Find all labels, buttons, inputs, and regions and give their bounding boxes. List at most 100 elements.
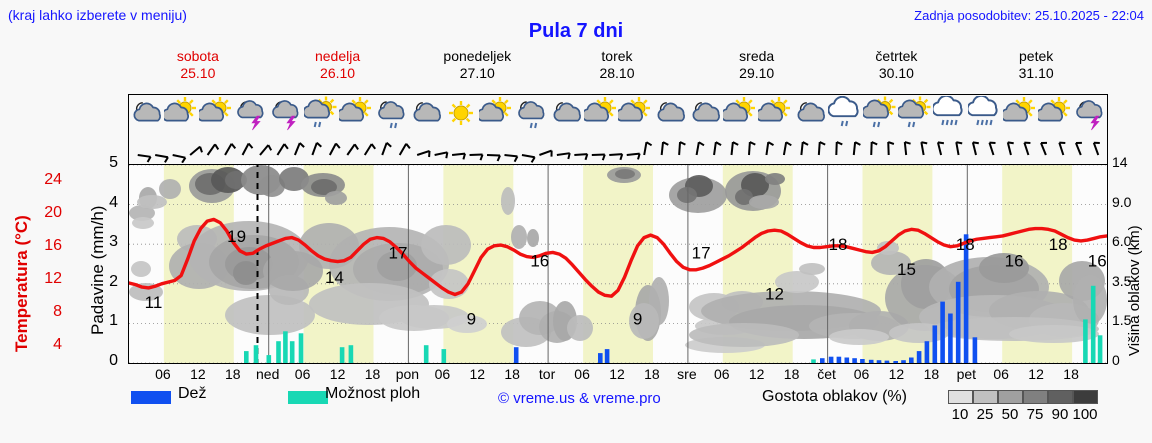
day-date: 26.10 — [320, 65, 356, 81]
weather-icon-sun — [444, 96, 478, 132]
x-tick-16: 06 — [714, 366, 730, 382]
weather-icon-sun-cloud-rain — [897, 96, 932, 132]
day-name: ponedeljek — [443, 48, 512, 64]
weather-icon-cloud-rain — [828, 96, 862, 132]
day-name: torek — [601, 48, 633, 64]
cloud-tick-2: 6.0 — [1112, 233, 1132, 250]
x-tick-17: 12 — [748, 366, 765, 382]
precip-tick-5: 5 — [109, 154, 118, 171]
cloud-density-tick-90: 90 — [1051, 406, 1069, 423]
wind-barb-row — [137, 141, 1100, 163]
weather-icon-night-cloud-storm — [1073, 96, 1107, 132]
cloud-density-swatch-10 — [948, 390, 973, 404]
temp-annotation: 9 — [633, 309, 642, 328]
weather-icon-sun-cloud-rain — [304, 96, 338, 132]
x-tick-15: sre — [677, 366, 697, 382]
x-tick-9: 12 — [469, 366, 486, 382]
meteogram-plot[interactable]: 11 19 14 17 9 16 9 17 12 18 15 18 16 18 16 — [128, 164, 1108, 364]
temp-tick-12: 12 — [44, 269, 62, 287]
location-hint: (kraj lahko izberete v meniju) — [8, 7, 187, 23]
day-header-3: torek 28.10 — [547, 48, 687, 82]
day-name: petek — [1019, 48, 1054, 64]
day-date: 30.10 — [878, 65, 914, 81]
x-tick-6: 18 — [364, 366, 381, 382]
temperature-axis-title-text: Temperatura (°C) — [12, 215, 31, 352]
x-tick-8: 06 — [434, 366, 451, 382]
cloud-density-swatch-90 — [1048, 390, 1073, 404]
x-tick-12: 06 — [574, 366, 590, 382]
day-header-row: sobota 25.10 nedelja 26.10 ponedeljek 27.10 to… — [128, 48, 1108, 94]
legend-rain-swatch — [131, 391, 171, 404]
precip-tick-4: 4 — [109, 193, 118, 211]
x-tick-19: čet — [817, 366, 836, 382]
cloud-density-swatch-75 — [1023, 390, 1048, 404]
x-tick-21: 12 — [888, 366, 905, 382]
weather-icon-night-cloud — [653, 96, 687, 132]
temp-annotation: 17 — [692, 243, 711, 262]
temperature-axis-title: Temperatura (°C) — [8, 176, 34, 356]
legend-showers-label: Možnost ploh — [325, 385, 421, 402]
meteogram-svg: 11 19 14 17 9 16 9 17 12 18 15 18 16 18 16 — [129, 165, 1107, 363]
weather-icon-night-cloud-storm — [269, 96, 303, 132]
x-tick-1: 12 — [190, 366, 206, 382]
temp-annotation: 16 — [1005, 252, 1024, 271]
temp-annotation: 17 — [389, 243, 408, 262]
x-tick-22: 18 — [923, 366, 940, 382]
cloud-density-tick-25: 25 — [976, 406, 994, 423]
temp-annotation: 9 — [467, 309, 476, 328]
x-tick-11: tor — [538, 366, 556, 382]
weather-icon-sun-cloud — [583, 96, 618, 132]
temp-annotation: 11 — [145, 293, 163, 312]
weather-icon-night-cloud — [409, 96, 443, 132]
cloud-tick-0: 14 — [1112, 154, 1128, 170]
x-tick-3: ned — [256, 366, 280, 382]
weather-icon-sun-cloud — [164, 96, 198, 132]
cloud-tick-4: 1.5 — [1112, 312, 1132, 329]
temp-annotation: 18 — [1049, 235, 1068, 254]
x-tick-7: pon — [395, 366, 420, 382]
cloud-density-swatch-25 — [973, 390, 998, 404]
day-header-4: sreda 29.10 — [687, 48, 827, 82]
weather-icon-night-cloud — [549, 96, 583, 132]
temp-annotation: 12 — [765, 285, 784, 304]
day-name: sreda — [739, 48, 775, 64]
temp-annotation: 18 — [829, 235, 848, 254]
x-tick-0: 06 — [155, 366, 171, 382]
weather-icon-sun-cloud — [1037, 96, 1072, 132]
day-header-6: petek 31.10 — [966, 48, 1106, 82]
cloud-density-tick-100: 100 — [1072, 406, 1098, 423]
temp-tick-8: 8 — [53, 302, 62, 320]
cloud-density-tick-75: 75 — [1026, 406, 1044, 423]
cloud-tick-5: 0 — [1112, 352, 1120, 368]
cloud-tick-1: 9.0 — [1112, 193, 1132, 210]
weather-icon-sun-cloud — [758, 96, 792, 132]
weather-icon-night-cloud-rain — [514, 96, 548, 132]
cloud-density-legend-title: Gostota oblakov (%) — [762, 388, 907, 405]
x-tick-18: 18 — [783, 366, 800, 382]
temp-tick-16: 16 — [44, 236, 62, 254]
temp-annotation: 18 — [956, 235, 975, 254]
x-tick-24: 06 — [993, 366, 1009, 382]
x-tick-2: 18 — [225, 366, 241, 382]
temp-annotation: 19 — [227, 227, 246, 246]
weather-icon-sun-cloud — [723, 96, 757, 132]
temp-annotation: 14 — [325, 268, 344, 287]
copyright-link[interactable]: © vreme.us & vreme.pro — [498, 390, 661, 407]
temp-annotation: 16 — [530, 252, 549, 271]
weather-icon-cloud-rain-heavy — [967, 96, 1002, 132]
day-date: 27.10 — [459, 65, 495, 81]
temp-annotation: 16 — [1088, 252, 1107, 271]
day-header-2: ponedeljek 27.10 — [407, 48, 547, 82]
day-name: sobota — [176, 48, 219, 64]
x-tick-4: 06 — [294, 366, 311, 382]
legend-showers-swatch — [288, 391, 328, 404]
day-date: 28.10 — [599, 65, 635, 81]
day-header-0: sobota 25.10 — [128, 48, 268, 82]
weather-icon-night-cloud — [793, 96, 827, 132]
x-tick-25: 12 — [1028, 366, 1044, 382]
weather-icon-cloud-rain-heavy — [932, 96, 967, 132]
cloud-density-tick-50: 50 — [1001, 406, 1019, 423]
x-tick-10: 18 — [504, 366, 520, 382]
temp-tick-24: 24 — [44, 170, 62, 188]
x-tick-5: 12 — [329, 366, 346, 382]
